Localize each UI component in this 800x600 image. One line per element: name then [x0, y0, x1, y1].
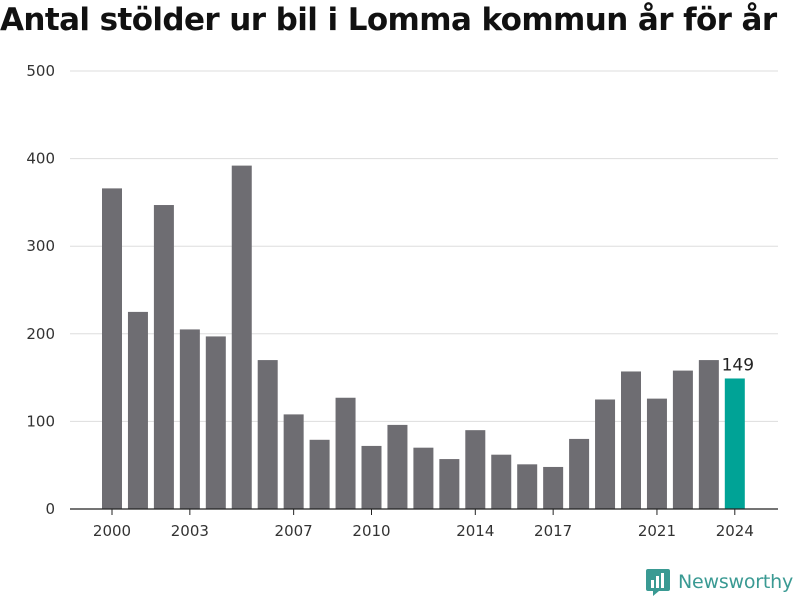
y-tick-label: 200	[26, 325, 55, 343]
newsworthy-logo: Newsworthy	[645, 568, 793, 596]
bar-2007	[283, 414, 304, 509]
bar-2001	[127, 311, 148, 509]
bar-2000	[102, 188, 122, 509]
bar-2008	[309, 439, 330, 509]
bar-2018	[569, 438, 590, 509]
bar-2020	[621, 371, 641, 509]
brand-name: Newsworthy	[678, 571, 794, 593]
data-labels: 149	[722, 355, 754, 375]
y-tick-label: 100	[26, 412, 55, 430]
bar-2004	[205, 336, 226, 509]
bar-2024	[724, 378, 745, 509]
bars	[102, 165, 745, 509]
x-tick-label: 2024	[716, 522, 754, 540]
bar-2019	[595, 399, 616, 509]
x-tick-label: 2021	[638, 522, 676, 540]
bar-2022	[672, 370, 693, 509]
bar-2017	[543, 466, 564, 509]
x-axis: 2000 2003 2007 2010 2014 2017 2021 2024	[70, 508, 778, 540]
bar-2021	[646, 398, 667, 509]
bar-2010	[361, 445, 382, 509]
bar-2012	[413, 447, 434, 509]
bar-2005	[231, 165, 252, 509]
bar-2003	[179, 329, 200, 509]
y-tick-label: 400	[26, 150, 55, 168]
bar-2016	[517, 464, 538, 509]
x-tick-label: 2000	[93, 522, 131, 540]
bar-2011	[387, 424, 408, 509]
bar-2002	[153, 205, 174, 509]
data-label-2024: 149	[722, 355, 754, 375]
x-tick-label: 2017	[534, 522, 572, 540]
x-tick-label: 2014	[456, 522, 494, 540]
x-tick-label: 2003	[171, 522, 209, 540]
bar-2023	[698, 360, 719, 509]
x-tick-label: 2010	[352, 522, 390, 540]
newsworthy-icon	[646, 569, 670, 596]
chart-title: Antal stölder ur bil i Lomma kommun år f…	[0, 2, 777, 38]
bar-2013	[439, 459, 460, 509]
bar-2014	[465, 430, 486, 509]
y-tick-label: 300	[26, 237, 55, 255]
y-axis: 0 100 200 300 400 500	[26, 62, 55, 518]
bar-2009	[335, 397, 356, 509]
bar-2015	[491, 454, 512, 509]
bar-2006	[257, 360, 278, 509]
x-tick-label: 2007	[275, 522, 313, 540]
y-tick-label: 500	[26, 62, 55, 80]
gridlines	[70, 70, 778, 422]
y-tick-label: 0	[45, 500, 55, 518]
